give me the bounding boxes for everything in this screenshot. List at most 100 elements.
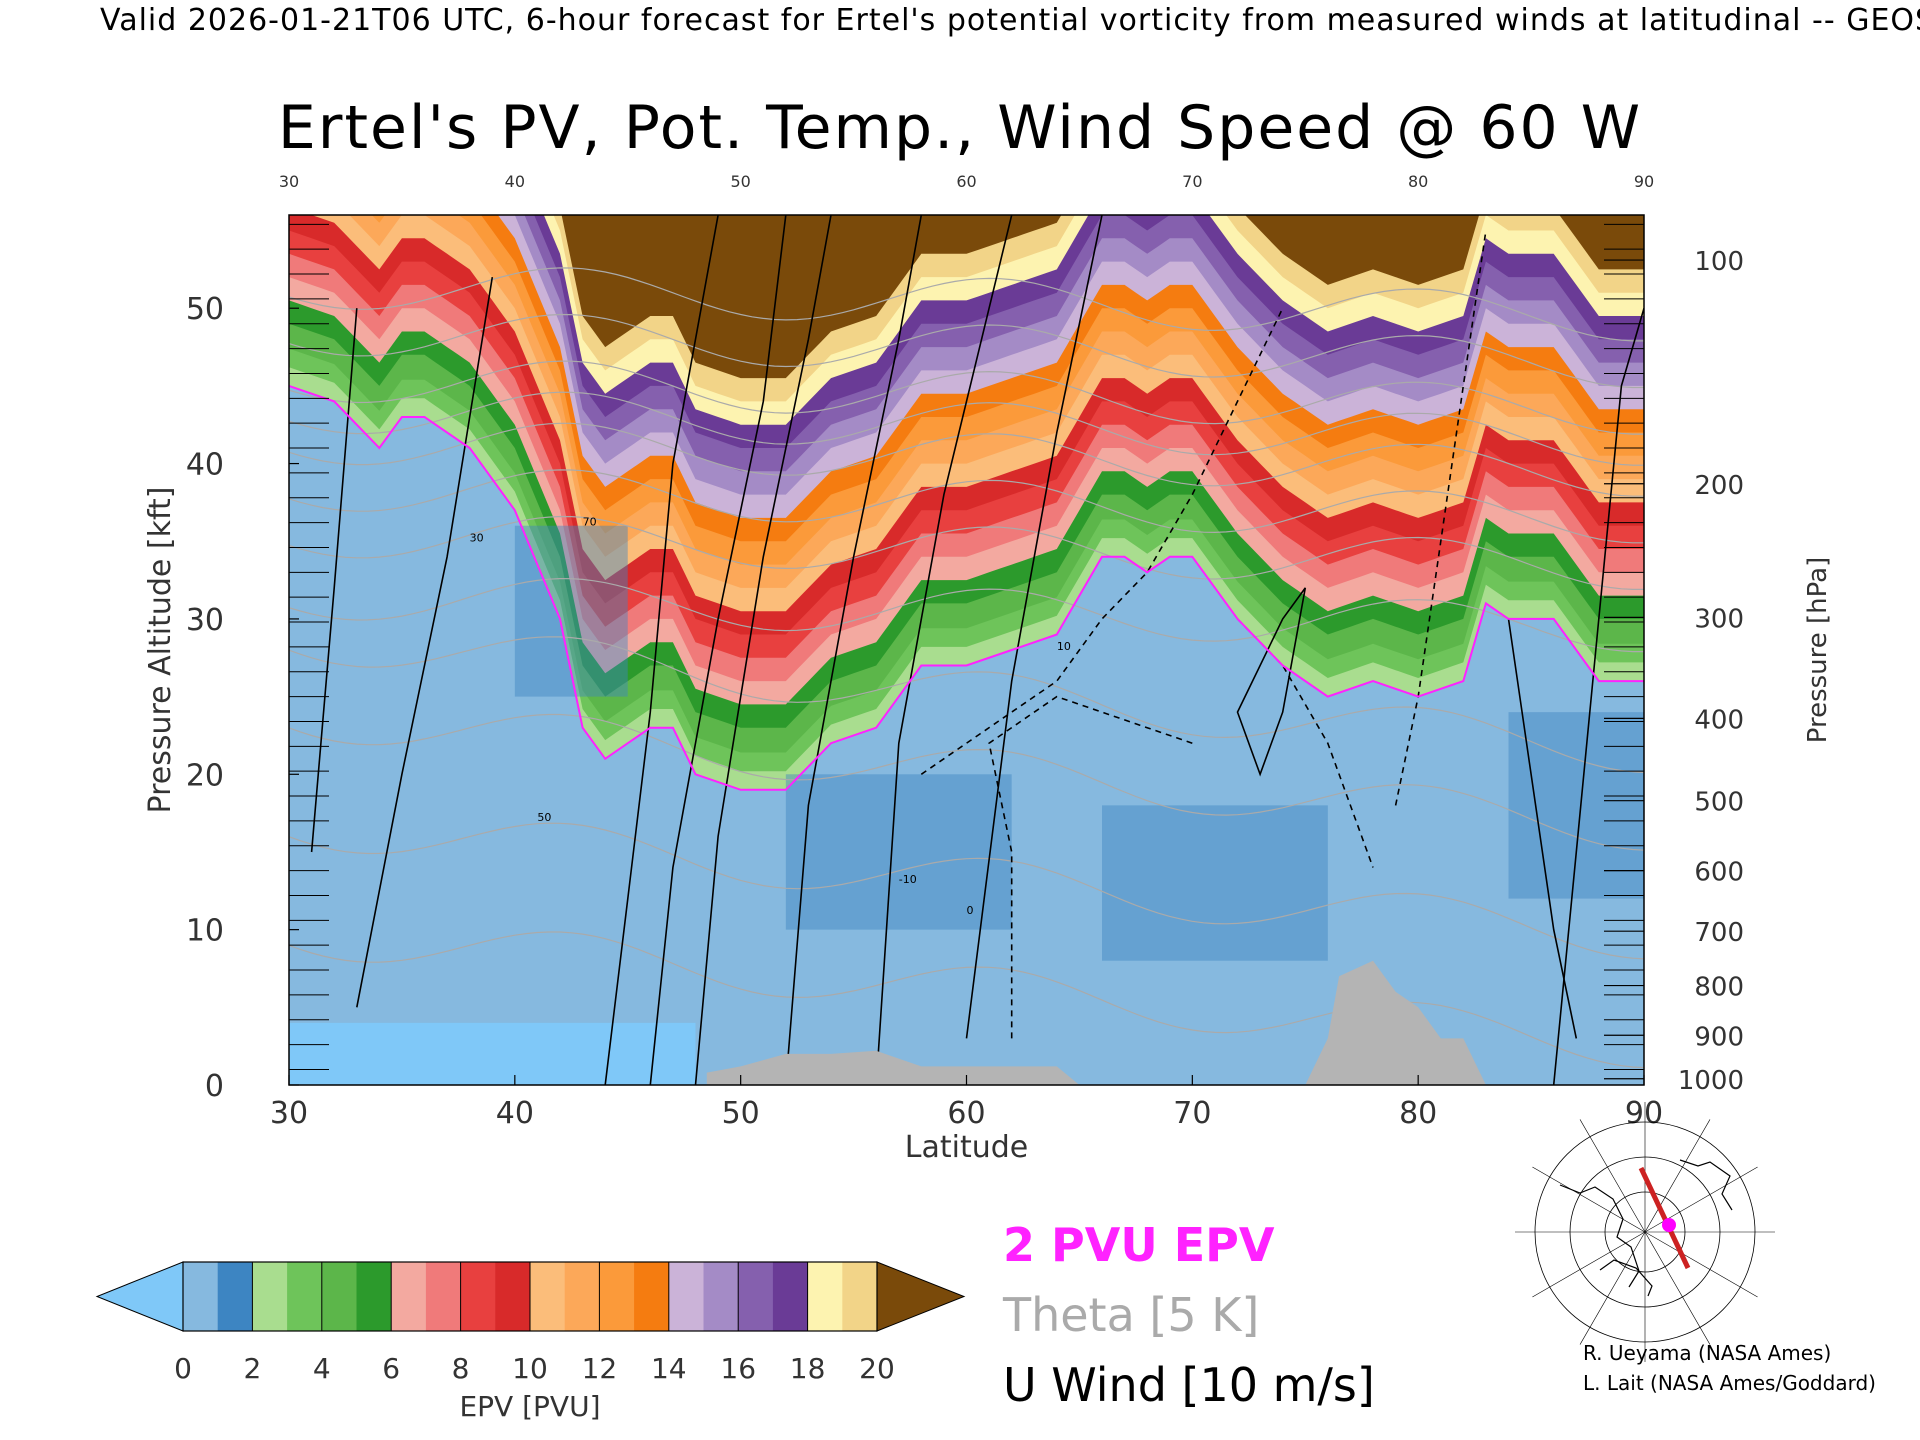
forecast-caption: Valid 2026-01-21T06 UTC, 6-hour forecast… [100, 3, 1920, 38]
colorbar-bin [842, 1262, 878, 1331]
wind-contour [649, 215, 787, 1085]
wind-contour [785, 215, 923, 1085]
theta-contour [289, 469, 1644, 544]
x-tick-label: 70 [1173, 1096, 1211, 1131]
pressure-tick-label: 600 [1694, 858, 1744, 888]
legend-theta-line: Theta [5 K] [1003, 1288, 1260, 1342]
colorbar-tick-label: 20 [859, 1352, 895, 1385]
colorbar-bin [807, 1262, 843, 1331]
colorbar-under-triangle [95, 1261, 184, 1332]
map-meridian [1532, 1166, 1646, 1233]
colorbar-bin [530, 1262, 566, 1331]
theta-contour [289, 515, 1644, 590]
x-top-tick-label: 80 [1408, 172, 1428, 191]
legend-wind-line: U Wind [10 m/s] [1003, 1358, 1375, 1412]
x-tick-label: 40 [496, 1096, 534, 1131]
wind-contour-label: 70 [583, 516, 597, 529]
y-axis-label: Pressure Altitude [kft] [143, 487, 178, 814]
y-tick-label: 20 [186, 758, 224, 793]
colorbar-tick-label: 14 [651, 1352, 687, 1385]
wind-contour-closed [1236, 587, 1307, 777]
wind-contour [694, 215, 832, 1085]
wind-contour-label: 10 [1057, 640, 1071, 653]
pressure-tick-label: 300 [1694, 604, 1744, 634]
theta-contour [289, 713, 1644, 851]
chart-title: Ertel's PV, Pot. Temp., Wind Speed @ 60 … [277, 93, 1643, 163]
pressure-tick-label: 500 [1694, 788, 1744, 818]
theta-contour [289, 931, 1644, 1069]
pv-patch [1102, 805, 1328, 961]
colorbar-bin [634, 1262, 670, 1331]
credit-author-2: L. Lait (NASA Ames/Goddard) [1583, 1371, 1876, 1395]
pv-negative-region [289, 1022, 696, 1085]
colorbar-bin [599, 1262, 635, 1331]
theta-contour [289, 636, 1644, 774]
colorbar-bin [356, 1262, 392, 1331]
colorbar-bin [564, 1262, 600, 1331]
pressure-tick-label: 900 [1694, 1022, 1744, 1052]
colorbar-bin [703, 1262, 739, 1331]
wind-contour-label: 50 [537, 811, 551, 824]
x-axis-label: Latitude [905, 1130, 1028, 1165]
colorbar-bin [425, 1262, 462, 1331]
x-tick-label: 60 [947, 1096, 985, 1131]
pressure-tick-label: 800 [1694, 973, 1744, 1003]
wind-contour [604, 215, 719, 1085]
map-meridian [1532, 1231, 1646, 1298]
y-tick-label: 50 [186, 292, 224, 327]
x-tick-label: 30 [270, 1096, 308, 1131]
theta-contour [289, 313, 1644, 389]
wind-contour-easterly [988, 695, 1193, 1039]
map-meridian [1579, 1119, 1646, 1233]
y-tick-label: 0 [205, 1069, 224, 1104]
pv-band [561, 215, 1644, 379]
map-meridian [1644, 1231, 1758, 1298]
pv2-contour [289, 384, 1644, 791]
wind-contour-easterly [1394, 230, 1487, 806]
legend-pv-line: 2 PVU EPV [1003, 1218, 1275, 1272]
theta-contour [289, 422, 1644, 497]
x-top-tick-label: 50 [730, 172, 750, 191]
wind-contour [965, 215, 1103, 1039]
colorbar-tick-label: 4 [313, 1352, 331, 1385]
pv-patch [1508, 712, 1644, 899]
colorbar-bin [460, 1262, 496, 1331]
colorbar-bin [287, 1262, 323, 1331]
theta-contour [289, 577, 1644, 653]
theta-contour [289, 360, 1644, 435]
pressure-tick-label: 700 [1694, 918, 1744, 948]
x-top-tick-label: 40 [505, 172, 525, 191]
theta-contour [289, 267, 1644, 342]
colorbar-tick-label: 18 [790, 1352, 826, 1385]
colorbar-bin [772, 1262, 809, 1331]
wind-contour [875, 215, 1013, 1085]
wind-contour [1507, 618, 1578, 1039]
colorbar-bin [183, 1262, 219, 1331]
colorbar-bin [321, 1262, 357, 1331]
credit-author-1: R. Ueyama (NASA Ames) [1583, 1341, 1832, 1365]
terrain [706, 960, 1486, 1085]
x-top-tick-label: 90 [1634, 172, 1654, 191]
x-tick-label: 80 [1399, 1096, 1437, 1131]
colorbar-bin [252, 1262, 288, 1331]
map-meridian [1579, 1231, 1646, 1345]
wind-contour-label: -10 [899, 873, 917, 886]
colorbar-bin [668, 1262, 704, 1331]
colorbar-tick-label: 0 [174, 1352, 192, 1385]
x-tick-label: 90 [1625, 1096, 1663, 1131]
map-location-marker [1662, 1218, 1676, 1232]
y-tick-label: 40 [186, 448, 224, 483]
colorbar-bin [391, 1262, 427, 1331]
wind-contour [1552, 307, 1644, 1085]
pressure-tick-label: 100 [1694, 247, 1744, 277]
colorbar-tick-label: 6 [382, 1352, 400, 1385]
colorbar-tick-label: 12 [582, 1352, 618, 1385]
colorbar-tick-label: 8 [452, 1352, 470, 1385]
pressure-tick-label: 1000 [1678, 1066, 1744, 1096]
x-tick-label: 50 [722, 1096, 760, 1131]
pressure-tick-label: 200 [1694, 471, 1744, 501]
wind-contour-easterly [1236, 618, 1374, 868]
y-tick-label: 10 [186, 914, 224, 949]
